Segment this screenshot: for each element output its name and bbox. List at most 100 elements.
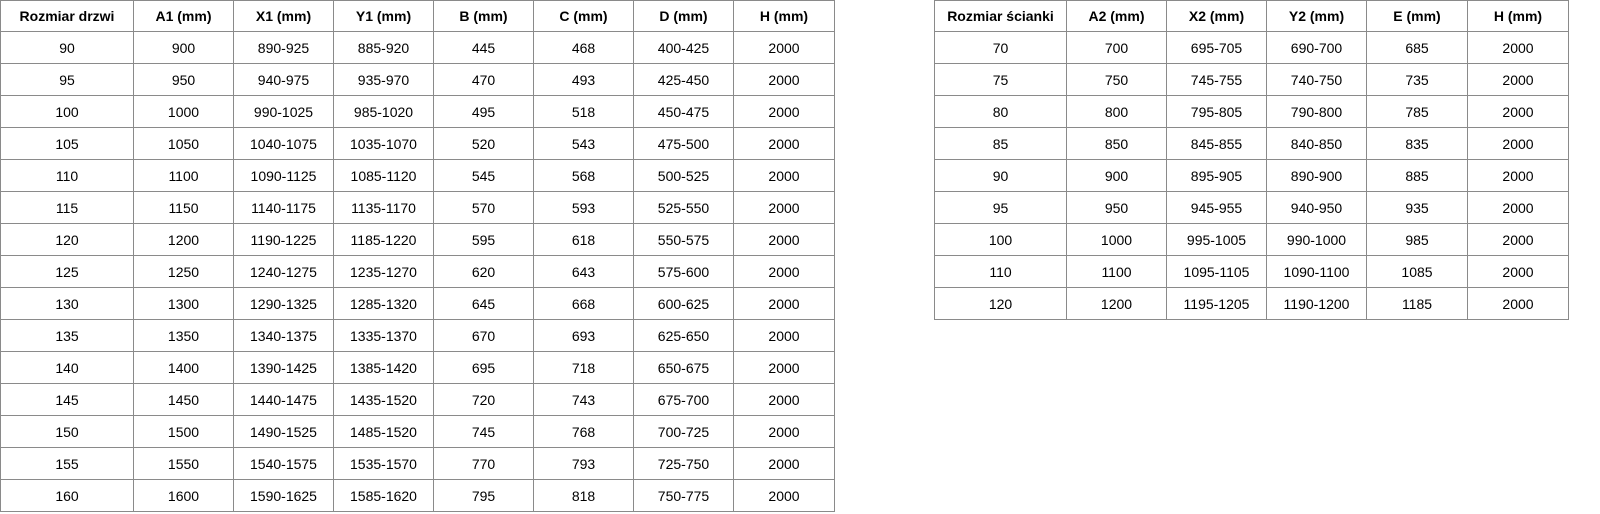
table-cell: 1235-1270 — [333, 255, 434, 288]
table-row: 75 750 745-755 740-750 735 2000 — [934, 63, 1569, 96]
table-cell: 985-1020 — [333, 95, 434, 128]
table-cell: 700-725 — [633, 415, 734, 448]
table-cell: 835 — [1366, 127, 1468, 160]
table-cell: 1185-1220 — [333, 223, 434, 256]
table-cell: 1200 — [1066, 287, 1167, 320]
table-cell: 1335-1370 — [333, 319, 434, 352]
table-cell: 1085 — [1366, 255, 1468, 288]
table-cell: 1540-1575 — [233, 447, 334, 480]
table-row: 70 700 695-705 690-700 685 2000 — [934, 31, 1569, 64]
table-row: 85 850 845-855 840-850 835 2000 — [934, 127, 1569, 160]
table-cell: 1440-1475 — [233, 383, 334, 416]
table-cell: 160 — [0, 479, 134, 512]
column-header: H (mm) — [1467, 0, 1569, 32]
table-cell: 718 — [533, 351, 634, 384]
table-cell: 620 — [433, 255, 534, 288]
table-cell: 675-700 — [633, 383, 734, 416]
table-cell: 750 — [1066, 63, 1167, 96]
table-cell: 690-700 — [1266, 31, 1367, 64]
table-cell: 1240-1275 — [233, 255, 334, 288]
table-cell: 1185 — [1366, 287, 1468, 320]
table-cell: 495 — [433, 95, 534, 128]
table-cell: 685 — [1366, 31, 1468, 64]
column-header: Y1 (mm) — [333, 0, 434, 32]
table-row: 105 1050 1040-1075 1035-1070 520 543 475-500 20… — [0, 127, 835, 160]
table-cell: 840-850 — [1266, 127, 1367, 160]
table-cell: 600-625 — [633, 287, 734, 320]
table-cell: 885-920 — [333, 31, 434, 64]
table-cell: 1300 — [133, 287, 234, 320]
table-cell: 890-925 — [233, 31, 334, 64]
table-cell: 745 — [433, 415, 534, 448]
table-cell: 115 — [0, 191, 134, 224]
table-cell: 695 — [433, 351, 534, 384]
header-row: Rozmiar ścianki A2 (mm) X2 (mm) Y2 (mm) E (m… — [934, 0, 1569, 32]
table-cell: 120 — [0, 223, 134, 256]
table-cell: 985 — [1366, 223, 1468, 256]
table-cell: 895-905 — [1166, 159, 1267, 192]
table-cell: 125 — [0, 255, 134, 288]
table-cell: 2000 — [1467, 255, 1569, 288]
table-row: 110 1100 1090-1125 1085-1120 545 568 500-525 20… — [0, 159, 835, 192]
table-cell: 2000 — [733, 287, 835, 320]
table-cell: 2000 — [733, 95, 835, 128]
table-cell: 2000 — [733, 319, 835, 352]
table-cell: 2000 — [733, 415, 835, 448]
table-cell: 885 — [1366, 159, 1468, 192]
table-cell: 1135-1170 — [333, 191, 434, 224]
table-cell: 2000 — [1467, 159, 1569, 192]
table-cell: 935 — [1366, 191, 1468, 224]
table-cell: 643 — [533, 255, 634, 288]
wall-dimensions-table: Rozmiar ścianki A2 (mm) X2 (mm) Y2 (mm) E (m… — [934, 0, 1569, 320]
table-cell: 1040-1075 — [233, 127, 334, 160]
table-cell: 795 — [433, 479, 534, 512]
table-cell: 140 — [0, 351, 134, 384]
table-cell: 2000 — [733, 383, 835, 416]
table-cell: 1190-1200 — [1266, 287, 1367, 320]
table-cell: 110 — [934, 255, 1067, 288]
table-cell: 135 — [0, 319, 134, 352]
table-row: 110 1100 1095-1105 1090-1100 1085 2000 — [934, 255, 1569, 288]
table-cell: 120 — [934, 287, 1067, 320]
table-cell: 770 — [433, 447, 534, 480]
door-dimensions-table: Rozmiar drzwi A1 (mm) X1 (mm) Y1 (mm) B (mm)… — [0, 0, 835, 512]
table-cell: 75 — [934, 63, 1067, 96]
table-cell: 445 — [433, 31, 534, 64]
column-header: B (mm) — [433, 0, 534, 32]
table-cell: 793 — [533, 447, 634, 480]
table-cell: 645 — [433, 287, 534, 320]
table-cell: 95 — [934, 191, 1067, 224]
table-cell: 2000 — [1467, 287, 1569, 320]
table-cell: 1400 — [133, 351, 234, 384]
table-row: 125 1250 1240-1275 1235-1270 620 643 575-600 20… — [0, 255, 835, 288]
table-cell: 155 — [0, 447, 134, 480]
table-cell: 595 — [433, 223, 534, 256]
table-cell: 950 — [1066, 191, 1167, 224]
table-cell: 100 — [0, 95, 134, 128]
table-cell: 735 — [1366, 63, 1468, 96]
table-cell: 425-450 — [633, 63, 734, 96]
table-row: 100 1000 995-1005 990-1000 985 2000 — [934, 223, 1569, 256]
column-header: X2 (mm) — [1166, 0, 1267, 32]
table-row: 95 950 945-955 940-950 935 2000 — [934, 191, 1569, 224]
table-cell: 618 — [533, 223, 634, 256]
table-cell: 1290-1325 — [233, 287, 334, 320]
table-cell: 2000 — [1467, 63, 1569, 96]
column-header: Rozmiar ścianki — [934, 0, 1067, 32]
table-cell: 575-600 — [633, 255, 734, 288]
table-row: 150 1500 1490-1525 1485-1520 745 768 700-725 20… — [0, 415, 835, 448]
table-cell: 1350 — [133, 319, 234, 352]
table-cell: 2000 — [733, 159, 835, 192]
table-row: 120 1200 1195-1205 1190-1200 1185 2000 — [934, 287, 1569, 320]
table-cell: 768 — [533, 415, 634, 448]
table-cell: 1035-1070 — [333, 127, 434, 160]
table-row: 95 950 940-975 935-970 470 493 425-450 2000 — [0, 63, 835, 96]
table-cell: 2000 — [733, 479, 835, 512]
column-header: C (mm) — [533, 0, 634, 32]
table-row: 120 1200 1190-1225 1185-1220 595 618 550-575 20… — [0, 223, 835, 256]
table-cell: 1600 — [133, 479, 234, 512]
table-cell: 940-975 — [233, 63, 334, 96]
table-cell: 785 — [1366, 95, 1468, 128]
table-row: 90 900 895-905 890-900 885 2000 — [934, 159, 1569, 192]
table-cell: 570 — [433, 191, 534, 224]
